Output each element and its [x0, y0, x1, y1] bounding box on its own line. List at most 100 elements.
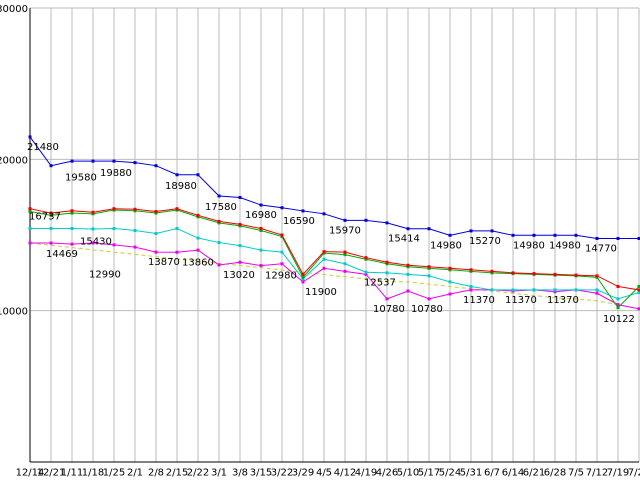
- data-point-marker-blue: [28, 135, 32, 139]
- data-point-marker-magenta: [196, 248, 200, 252]
- data-point-marker-red: [301, 272, 305, 276]
- value-label: 14469: [46, 249, 78, 260]
- value-label: 10122: [603, 314, 635, 325]
- data-point-marker-cyan: [259, 248, 263, 252]
- data-point-marker-blue: [364, 218, 368, 222]
- value-label: 15414: [388, 234, 420, 245]
- data-point-marker-red: [427, 265, 431, 269]
- data-point-marker-green: [238, 224, 242, 228]
- value-label: 11370: [463, 295, 495, 306]
- data-point-marker-cyan: [238, 244, 242, 248]
- data-point-marker-magenta: [343, 269, 347, 273]
- data-point-marker-blue: [175, 173, 179, 177]
- x-axis-tick-label: 5/24: [439, 467, 461, 478]
- y-axis-tick-label: 10000: [0, 307, 28, 318]
- data-point-marker-blue: [49, 164, 53, 168]
- data-point-marker-green: [616, 306, 620, 310]
- data-point-marker-red: [112, 207, 116, 211]
- value-label: 14770: [585, 243, 617, 254]
- data-point-marker-cyan: [595, 288, 599, 292]
- data-point-marker-green: [364, 257, 368, 261]
- data-point-marker-cyan: [574, 288, 578, 292]
- x-axis-tick-label: 4/5: [316, 467, 332, 478]
- data-point-marker-magenta: [427, 297, 431, 301]
- value-label: 13870: [148, 257, 180, 268]
- data-point-marker-red: [511, 271, 515, 275]
- data-point-marker-red: [448, 266, 452, 270]
- data-point-marker-cyan: [217, 241, 221, 245]
- data-point-marker-magenta: [280, 262, 284, 266]
- value-label: 16980: [245, 210, 277, 221]
- data-point-marker-blue: [238, 195, 242, 199]
- data-point-marker-green: [490, 271, 494, 275]
- data-point-marker-magenta: [301, 280, 305, 284]
- x-axis-tick-label: 6/7: [484, 467, 500, 478]
- data-point-marker-magenta: [175, 250, 179, 254]
- data-point-marker-blue: [154, 164, 158, 168]
- data-point-marker-red: [217, 219, 221, 223]
- data-point-marker-green: [595, 275, 599, 279]
- data-point-marker-blue: [469, 229, 473, 233]
- data-point-marker-magenta: [28, 241, 32, 245]
- data-point-marker-red: [49, 211, 53, 215]
- data-point-marker-green: [28, 210, 32, 214]
- data-point-marker-red: [553, 272, 557, 276]
- value-label: 13020: [223, 270, 255, 281]
- data-point-marker-cyan: [553, 288, 557, 292]
- data-point-marker-green: [469, 269, 473, 273]
- data-point-marker-magenta: [259, 264, 263, 268]
- data-point-marker-green: [637, 284, 640, 288]
- data-point-marker-blue: [217, 194, 221, 198]
- data-point-marker-cyan: [112, 226, 116, 230]
- value-label: 11900: [305, 287, 337, 298]
- data-point-marker-cyan: [175, 226, 179, 230]
- data-point-marker-magenta: [637, 307, 640, 311]
- x-axis-tick-label: 1/25: [103, 467, 125, 478]
- x-axis-tick-label: 3/29: [292, 467, 314, 478]
- data-point-marker-blue: [133, 161, 137, 165]
- data-point-marker-blue: [322, 212, 326, 216]
- series-line-green: [29, 209, 640, 309]
- data-point-marker-blue: [112, 159, 116, 163]
- data-point-marker-cyan: [427, 274, 431, 278]
- data-point-marker-magenta: [238, 260, 242, 264]
- data-point-marker-magenta: [133, 245, 137, 249]
- data-point-marker-blue: [637, 236, 640, 240]
- x-axis-tick-label: 6/28: [544, 467, 566, 478]
- data-point-marker-magenta: [91, 241, 95, 245]
- x-axis-tick-label: 1/18: [82, 467, 104, 478]
- x-axis-tick-label: 3/8: [232, 467, 248, 478]
- data-point-marker-magenta: [406, 289, 410, 293]
- data-point-marker-blue: [616, 236, 620, 240]
- data-point-marker-red: [406, 263, 410, 267]
- data-point-marker-blue: [406, 227, 410, 231]
- data-point-marker-green: [49, 213, 53, 217]
- data-point-marker-cyan: [343, 262, 347, 266]
- data-point-marker-blue: [343, 218, 347, 222]
- data-point-marker-cyan: [70, 226, 74, 230]
- data-point-marker-cyan: [469, 284, 473, 288]
- data-point-marker-cyan: [637, 291, 640, 295]
- value-label: 15270: [469, 236, 501, 247]
- data-point-marker-red: [154, 210, 158, 214]
- value-label: 14980: [430, 240, 462, 251]
- data-point-marker-red: [616, 284, 620, 288]
- data-point-marker-green: [406, 265, 410, 269]
- data-point-marker-red: [133, 207, 137, 211]
- value-label: 18980: [165, 181, 197, 192]
- data-point-marker-red: [385, 260, 389, 264]
- value-label: 15430: [80, 236, 112, 247]
- data-point-marker-blue: [301, 209, 305, 213]
- data-point-marker-green: [196, 215, 200, 219]
- x-axis-tick-label: 7/19: [607, 467, 629, 478]
- data-point-marker-red: [175, 207, 179, 211]
- data-point-marker-green: [301, 275, 305, 279]
- data-point-marker-blue: [574, 233, 578, 237]
- y-axis-tick-label: 20000: [0, 155, 28, 166]
- data-point-marker-blue: [196, 173, 200, 177]
- data-point-marker-magenta: [595, 291, 599, 295]
- y-axis-tick-label: 30000: [0, 4, 28, 15]
- value-label: 13860: [182, 257, 214, 268]
- series-line-blue: [29, 136, 639, 239]
- data-point-marker-red: [280, 233, 284, 237]
